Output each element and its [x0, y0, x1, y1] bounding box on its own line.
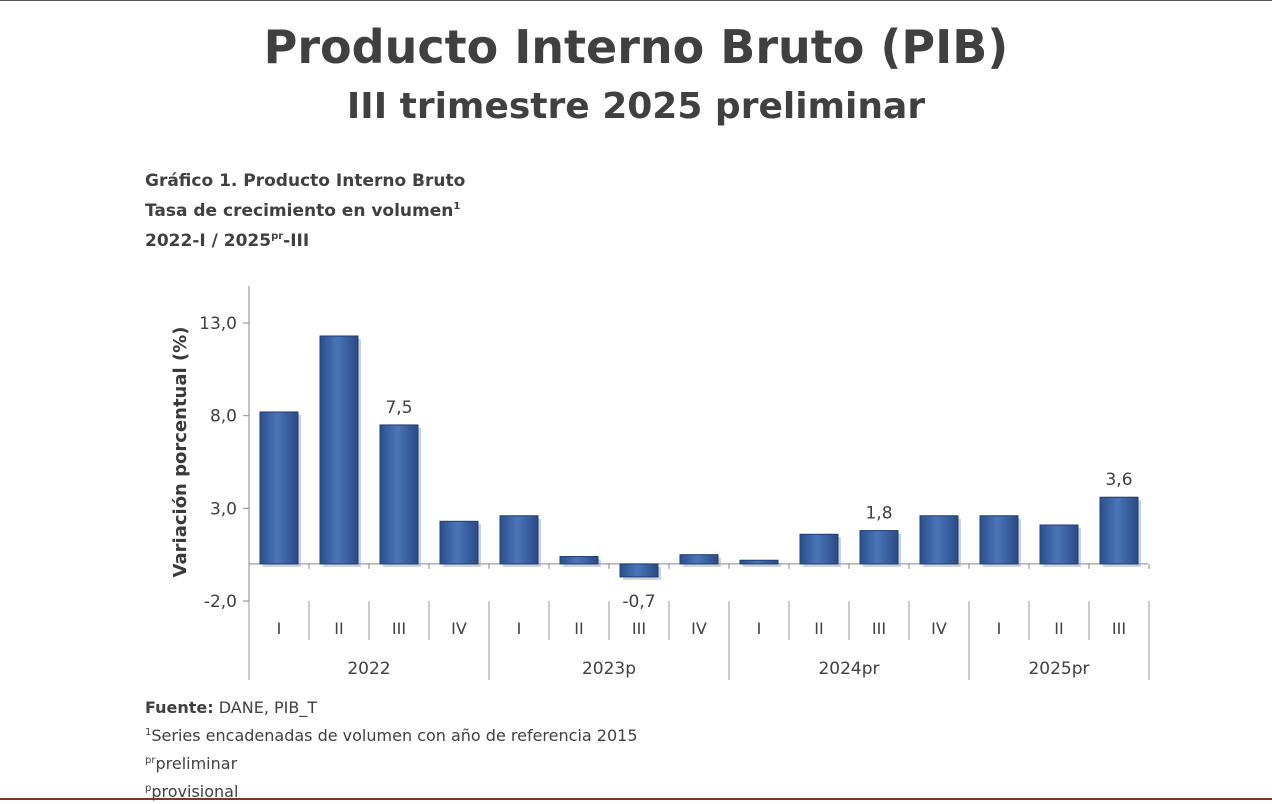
chart-caption: Gráfico 1. Producto Interno Bruto Tasa d… [145, 168, 465, 254]
quarter-label: II [1054, 619, 1063, 638]
quarter-label: II [334, 619, 343, 638]
footnote-2: prpreliminar [145, 748, 638, 776]
footnote-2-text: preliminar [155, 754, 238, 773]
bar-shadow [743, 563, 781, 567]
quarter-label: III [872, 619, 886, 638]
bar [499, 515, 539, 565]
year-group-label: 2022 [347, 659, 390, 679]
quarter-label: III [392, 619, 406, 638]
footnote-3-text: provisional [151, 782, 239, 801]
bar [319, 335, 359, 565]
y-tick-label: 8,0 [210, 407, 237, 427]
page-subtitle: III trimestre 2025 preliminar [346, 86, 926, 127]
year-group-label: 2023p [582, 659, 636, 679]
caption-line-2-text: Tasa de crecimiento en volumen [145, 201, 454, 221]
quarter-label: IV [931, 619, 947, 638]
chart-footer: Fuente: DANE, PIB_T 1Series encadenadas … [145, 695, 638, 804]
bar [919, 515, 959, 565]
data-label: 7,5 [385, 398, 412, 418]
footnote-3-sup: p [145, 783, 152, 794]
bar [799, 533, 839, 565]
caption-line-2: Tasa de crecimiento en volumen1 [145, 194, 465, 224]
bar [1039, 524, 1079, 565]
caption-line-3: 2022-I / 2025pr-III [145, 224, 465, 254]
footnote-2-sup: pr [145, 755, 156, 766]
bar [979, 515, 1019, 565]
bar [679, 554, 719, 565]
bar [739, 559, 779, 565]
y-axis-title: Variación porcentual (%) [170, 327, 191, 578]
quarter-label: I [277, 619, 282, 638]
bar [439, 520, 479, 565]
source-text: DANE, PIB_T [213, 698, 318, 717]
quarter-label: III [632, 619, 646, 638]
year-group-label: 2024pr [818, 659, 879, 679]
footnote-1-sup: 1 [145, 727, 152, 738]
gdp-bar-chart: 13,0 8,0 3,0 -2,0 Variación porcentual (%) 7,… [170, 286, 1150, 680]
bar [559, 556, 599, 565]
footnote-1: 1Series encadenadas de volumen con año d… [145, 720, 638, 748]
data-label: -0,7 [622, 592, 655, 612]
bar [1099, 496, 1139, 565]
year-group-label: 2025pr [1028, 659, 1089, 679]
caption-line-3-b: -III [283, 231, 310, 251]
bar [259, 411, 299, 565]
caption-line-1: Gráfico 1. Producto Interno Bruto [145, 171, 466, 191]
quarter-label: I [997, 619, 1002, 638]
quarter-label: II [574, 619, 583, 638]
quarter-label: IV [451, 619, 467, 638]
source-line: Fuente: DANE, PIB_T [145, 695, 638, 720]
top-rule [0, 0, 1272, 1]
source-label: Fuente: [145, 698, 214, 717]
caption-line-3-a: 2022-I / 2025 [145, 231, 272, 251]
quarter-label: I [757, 619, 762, 638]
bar [379, 424, 419, 565]
caption-line-2-sup: 1 [453, 201, 461, 212]
footnote-1-text: Series encadenadas de volumen con año de… [151, 726, 638, 745]
data-label: 3,6 [1105, 470, 1132, 490]
bar [619, 563, 659, 578]
bottom-rule [0, 798, 1272, 800]
bar [859, 530, 899, 565]
quarter-label: I [517, 619, 522, 638]
quarter-label: IV [691, 619, 707, 638]
y-tick-label: 13,0 [199, 314, 237, 334]
data-label: 1,8 [865, 504, 892, 524]
quarter-label: III [1112, 619, 1126, 638]
y-tick-label: 3,0 [210, 499, 237, 519]
caption-line-3-sup: pr [271, 231, 284, 242]
y-tick-label: -2,0 [204, 592, 237, 612]
footnote-3: pprovisional [145, 776, 638, 804]
page-title: Producto Interno Bruto (PIB) [263, 20, 1009, 74]
quarter-label: II [814, 619, 823, 638]
